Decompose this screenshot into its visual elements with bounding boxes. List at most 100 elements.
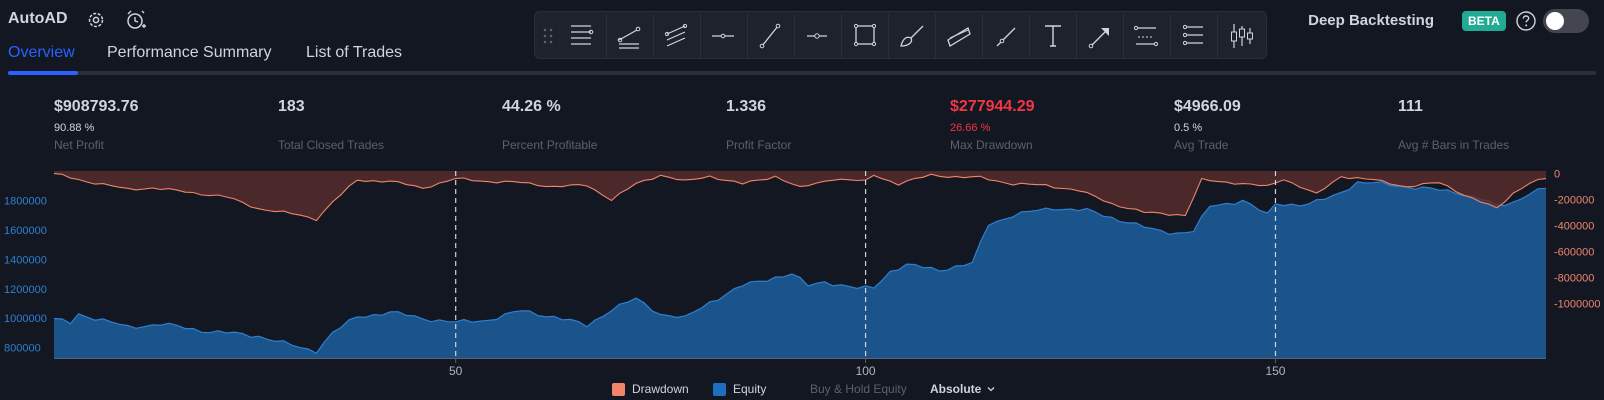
parallel-channel-icon xyxy=(617,26,640,49)
horizontal-lines-icon xyxy=(571,25,594,45)
x-tick-label: 150 xyxy=(1265,364,1285,375)
parallel-channel-tool-button[interactable] xyxy=(606,14,652,58)
metric-subvalue xyxy=(726,122,936,135)
metric-label: Net Profit xyxy=(54,138,105,152)
metric-subvalue xyxy=(1398,122,1604,135)
legend-equity-label: Equity xyxy=(733,382,767,396)
metric-percent-profitable: 44.26 % Percent Profitable xyxy=(502,98,712,152)
toggle-knob xyxy=(1546,12,1564,30)
y-right-tick-label: -800000 xyxy=(1554,272,1594,284)
alarm-add-icon[interactable] xyxy=(124,8,148,32)
metric-subvalue xyxy=(502,122,712,135)
metric-profit-factor: 1.336 Profit Factor xyxy=(726,98,936,152)
legend-drawdown-label: Drawdown xyxy=(632,382,689,396)
metric-subvalue: 0.5 % xyxy=(1174,122,1203,134)
equity-line xyxy=(53,181,1547,355)
rectangle-tool-button[interactable] xyxy=(841,14,887,58)
legend-buy-hold[interactable]: Buy & Hold Equity xyxy=(810,381,907,397)
metric-subvalue xyxy=(278,122,488,135)
metric-label: Avg Trade xyxy=(1174,138,1229,152)
tab-list-of-trades[interactable]: List of Trades xyxy=(306,44,403,61)
help-icon[interactable] xyxy=(1515,10,1537,32)
date-range-icon xyxy=(1182,24,1203,46)
y-left-tick-label: 1400000 xyxy=(4,254,47,266)
y-right-tick-label: -200000 xyxy=(1554,195,1594,207)
metric-label: Avg # Bars in Trades xyxy=(1398,138,1510,152)
candles-tool-button[interactable] xyxy=(1217,14,1263,58)
arrow-icon xyxy=(1088,28,1109,49)
x-tick-label: 100 xyxy=(856,364,876,375)
metric-value: $908793.76 xyxy=(54,98,139,115)
drawing-toolbar xyxy=(534,11,1267,59)
strategy-title: AutoAD xyxy=(8,10,68,27)
metric-value: $277944.29 xyxy=(950,98,1035,115)
beta-badge: BETA xyxy=(1462,11,1506,31)
y-right-tick-label: -400000 xyxy=(1554,221,1594,233)
metric-value: 111 xyxy=(1398,98,1423,115)
equity-area xyxy=(54,181,1546,358)
display-mode-label: Absolute xyxy=(930,382,982,396)
disjoint-channel-icon xyxy=(664,23,687,47)
y-right-tick-label: -1000000 xyxy=(1554,298,1601,310)
metric-value: $4966.09 xyxy=(1174,98,1241,115)
arrow-tool-button[interactable] xyxy=(1076,14,1122,58)
date-range-tool-button[interactable] xyxy=(1170,14,1216,58)
horizontal-line-icon xyxy=(711,33,734,39)
text-icon xyxy=(1044,25,1061,47)
flat-top-tool-button[interactable] xyxy=(935,14,981,58)
y-right-tick-label: 0 xyxy=(1554,169,1560,181)
legend-buy-hold-label: Buy & Hold Equity xyxy=(810,382,907,396)
drag-handle-icon[interactable] xyxy=(541,22,555,50)
x-tick-label: 50 xyxy=(449,364,463,375)
legend-drawdown[interactable]: Drawdown xyxy=(612,381,689,397)
y-left-tick-label: 1600000 xyxy=(4,225,47,237)
metric-net-profit: $908793.76 90.88 % Net Profit xyxy=(54,98,264,152)
y-right-tick-label: -600000 xyxy=(1554,247,1594,259)
metric-max-drawdown: $277944.29 26.66 % Max Drawdown xyxy=(950,98,1160,152)
chevron-down-icon xyxy=(987,387,995,392)
metric-label: Profit Factor xyxy=(726,138,792,152)
flat-top-icon xyxy=(946,27,971,47)
metric-value: 1.336 xyxy=(726,98,767,115)
ray-icon xyxy=(996,27,1015,47)
tab-performance-summary[interactable]: Performance Summary xyxy=(107,44,272,61)
trend-line-icon xyxy=(759,23,780,49)
metric-label: Total Closed Trades xyxy=(278,138,385,152)
brush-tool-button[interactable] xyxy=(888,14,934,58)
trend-line-tool-button[interactable] xyxy=(747,14,793,58)
horizontal-ray-tool-button[interactable] xyxy=(794,14,840,58)
metric-value: 44.26 % xyxy=(502,98,561,115)
metric-subvalue: 90.88 % xyxy=(54,122,95,134)
metric-total-closed-trades: 183 Total Closed Trades xyxy=(278,98,488,152)
disjoint-channel-tool-button[interactable] xyxy=(653,14,699,58)
ray-tool-button[interactable] xyxy=(982,14,1028,58)
horizontal-lines-tool-button[interactable] xyxy=(559,14,605,58)
text-tool-button[interactable] xyxy=(1029,14,1075,58)
metric-subvalue: 26.66 % xyxy=(950,122,991,134)
y-left-tick-label: 800000 xyxy=(4,343,41,355)
metric-label: Percent Profitable xyxy=(502,138,598,152)
equity-swatch xyxy=(713,382,726,396)
y-left-tick-label: 1000000 xyxy=(4,313,47,325)
tab-track xyxy=(8,71,1596,75)
metric-avg-trade: $4966.09 0.5 % Avg Trade xyxy=(1174,98,1384,152)
deep-backtesting-label: Deep Backtesting xyxy=(1308,12,1434,29)
legend-equity[interactable]: Equity xyxy=(713,381,766,397)
metric-value: 183 xyxy=(278,98,305,115)
drawdown-swatch xyxy=(612,382,625,396)
y-left-tick-label: 1800000 xyxy=(4,195,47,207)
price-range-tool-button[interactable] xyxy=(1123,14,1169,58)
y-left-tick-label: 1200000 xyxy=(4,284,47,296)
horizontal-ray-icon xyxy=(806,33,827,39)
metric-avg-bars-in-trades: 111 Avg # Bars in Trades xyxy=(1398,98,1604,152)
display-mode-dropdown[interactable]: Absolute xyxy=(930,381,996,397)
tab-active-indicator xyxy=(8,71,78,75)
equity-drawdown-chart: 50 100 150 800000 1000000 1200000 1400000 16000… xyxy=(4,169,1601,375)
tab-overview[interactable]: Overview xyxy=(8,44,75,61)
horizontal-line-tool-button[interactable] xyxy=(700,14,746,58)
rectangle-icon xyxy=(853,23,876,47)
gear-icon[interactable] xyxy=(84,8,108,32)
brush-icon xyxy=(899,25,923,47)
candles-icon xyxy=(1230,24,1253,48)
deep-backtesting-toggle[interactable] xyxy=(1543,9,1589,33)
